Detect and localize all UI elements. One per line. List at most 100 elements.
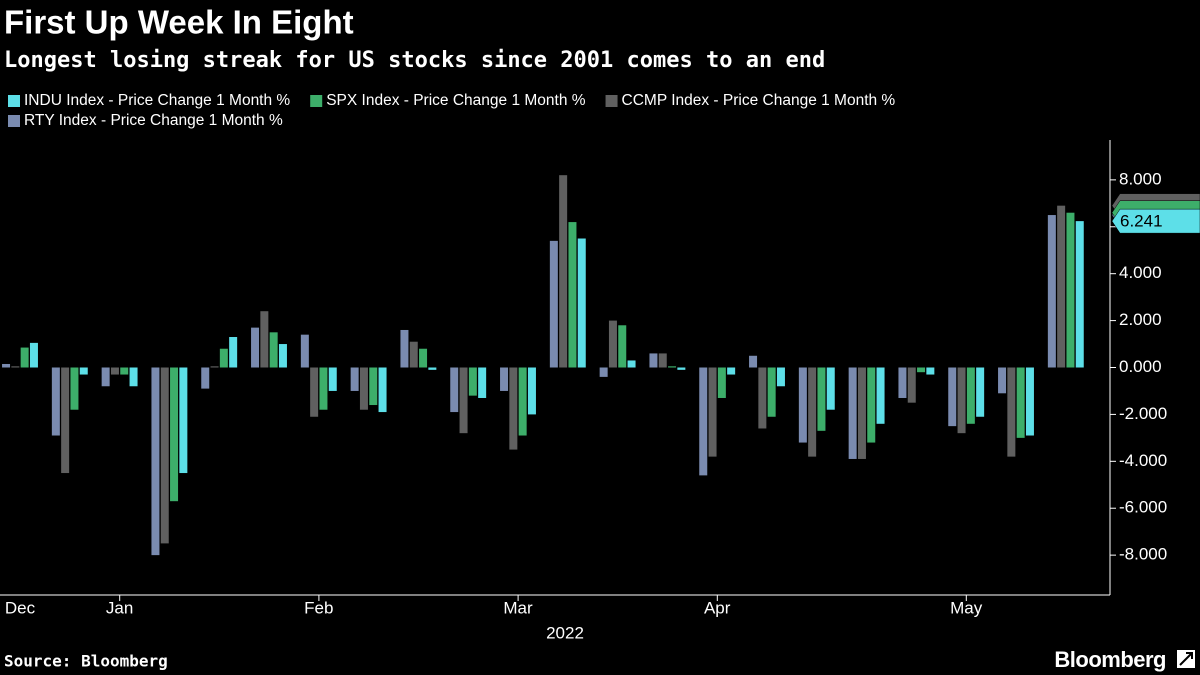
y-tick-label: 8.000 [1119, 169, 1162, 188]
y-tick-label: 4.000 [1119, 263, 1162, 282]
x-tick-label: Jan [106, 598, 133, 617]
chart-title: First Up Week In Eight [4, 4, 354, 41]
bar [328, 367, 337, 391]
bar [848, 367, 857, 459]
last-value-tag [1111, 208, 1200, 234]
bar [917, 367, 926, 373]
bar [957, 367, 966, 434]
bar [151, 367, 160, 556]
bar [749, 355, 758, 368]
y-tick-label: 2.000 [1119, 310, 1162, 329]
bar [219, 348, 228, 368]
source: Source: Bloomberg [4, 652, 168, 671]
bar [649, 353, 658, 368]
bar [428, 367, 437, 370]
bar [61, 367, 70, 474]
y-tick-label: -4.000 [1119, 451, 1167, 470]
y-tick-label: -8.000 [1119, 545, 1167, 564]
bar [51, 367, 60, 436]
bar [29, 342, 38, 368]
bar [527, 367, 536, 415]
bar [201, 367, 210, 389]
bar [478, 367, 487, 398]
bar [20, 347, 29, 368]
bar [170, 367, 179, 502]
bar [976, 367, 985, 417]
legend-swatch [310, 95, 323, 107]
bar [260, 311, 269, 368]
bar [310, 367, 319, 417]
y-tick-label: -6.000 [1119, 498, 1167, 517]
bar [627, 360, 636, 368]
bar [808, 367, 817, 457]
x-axis-label: 2022 [546, 623, 584, 642]
bar [378, 367, 387, 413]
bar [419, 348, 428, 368]
x-tick-label: Apr [704, 598, 731, 617]
bar [699, 367, 708, 476]
bar [926, 367, 935, 375]
bar [1066, 212, 1075, 368]
bar [708, 367, 717, 457]
bar [568, 222, 577, 368]
legend-swatch [8, 95, 20, 107]
bar [817, 367, 826, 431]
bar [998, 367, 1007, 394]
y-tick-label: -2.000 [1119, 404, 1167, 423]
bar [826, 367, 835, 410]
brand-icon-arrow [1179, 652, 1193, 666]
bar [2, 363, 11, 368]
bar [776, 367, 785, 387]
bar [948, 367, 957, 427]
bar [1016, 367, 1025, 438]
bar [1057, 205, 1066, 368]
bar [798, 367, 807, 443]
bar [359, 367, 368, 410]
bar [300, 334, 309, 368]
bar [758, 367, 767, 429]
bar [251, 327, 260, 368]
bar [70, 367, 79, 410]
bar [278, 344, 287, 368]
bar [1047, 215, 1056, 368]
bar [101, 367, 110, 387]
bar [160, 367, 169, 544]
bar [559, 175, 568, 368]
legend-label: INDU Index - Price Change 1 Month % [24, 92, 290, 109]
bar [857, 367, 866, 459]
bar [120, 367, 129, 375]
bar [577, 238, 586, 368]
bar [269, 332, 278, 368]
bar [509, 367, 518, 450]
bar [966, 367, 975, 424]
bar [459, 367, 468, 434]
legend-label: SPX Index - Price Change 1 Month % [326, 92, 586, 109]
legend-label: CCMP Index - Price Change 1 Month % [622, 92, 896, 109]
bar [907, 367, 916, 403]
bar [1025, 367, 1034, 436]
x-tick-label: Mar [503, 598, 533, 617]
bar [867, 367, 876, 443]
bar [11, 366, 20, 368]
legend-label: RTY Index - Price Change 1 Month % [24, 112, 283, 129]
bar [409, 341, 418, 368]
bar [767, 367, 776, 417]
bar [668, 366, 677, 368]
bar [1075, 221, 1084, 368]
bar [658, 353, 667, 368]
bar [677, 367, 686, 370]
bar [179, 367, 188, 474]
x-tick-label: Feb [304, 598, 333, 617]
y-tick-label: 0.000 [1119, 357, 1162, 376]
bar [717, 367, 726, 398]
chart-subtitle: Longest losing streak for US stocks sinc… [4, 48, 825, 73]
bar [229, 337, 238, 368]
last-value-label: 6.241 [1120, 212, 1163, 231]
bar [500, 367, 509, 391]
bar [210, 366, 219, 368]
bar [110, 367, 119, 375]
bar [79, 367, 88, 375]
bar [549, 240, 558, 368]
